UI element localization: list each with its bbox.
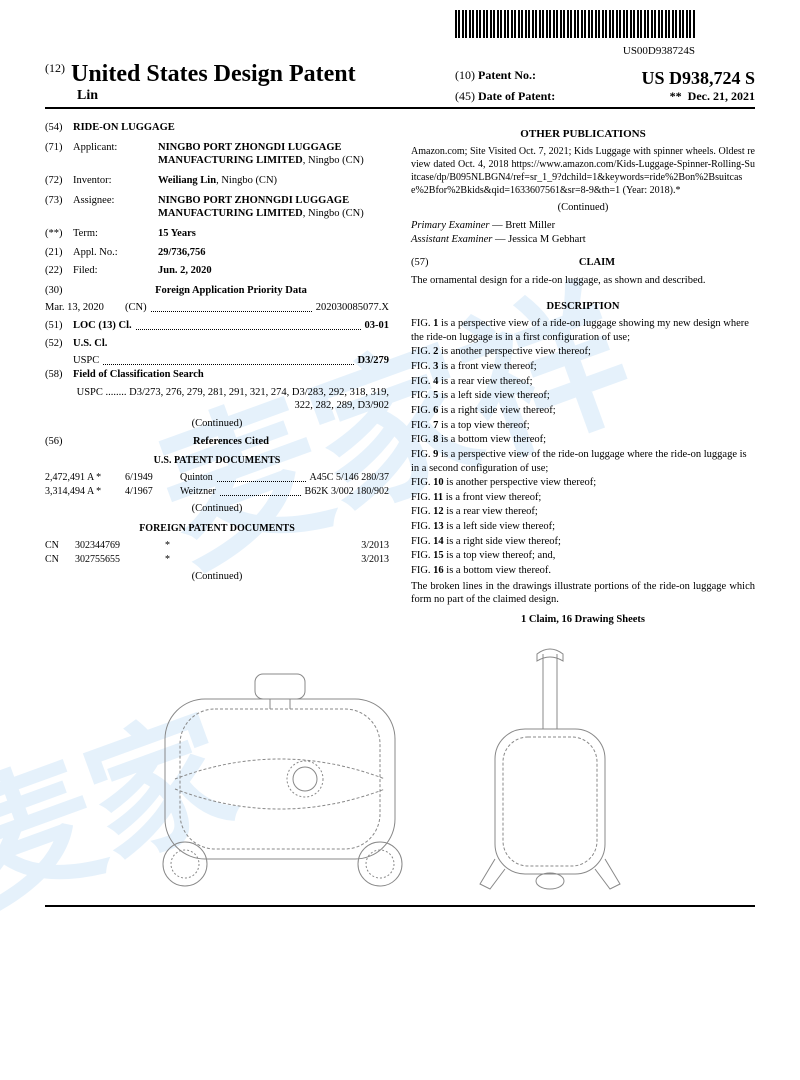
filed-date: Jun. 2, 2020 [158,264,212,278]
other-pub-head: OTHER PUBLICATIONS [411,127,755,141]
claim-head: CLAIM [579,256,615,270]
claim-code: (57) [411,256,439,270]
us-docs-head: U.S. PATENT DOCUMENTS [45,454,389,467]
foreign-docs-head: FOREIGN PATENT DOCUMENTS [45,522,389,535]
appl-code: (21) [45,246,73,260]
fig-description: FIG. 15 is a top view thereof; and, [411,549,755,563]
uspc-label: USPC [73,354,99,368]
assistant-examiner-label: Assistant Examiner [411,234,492,245]
primary-examiner: — Brett Miller [492,220,555,231]
patent-number: US D938,724 S [641,68,755,89]
broken-lines-text: The broken lines in the drawings illustr… [411,580,755,607]
inventor-last-name: Lin [45,88,356,104]
foreign-code: (30) [45,284,73,298]
claim-text: The ornamental design for a ride-on lugg… [411,274,755,288]
term-label: Term: [73,227,158,241]
inventor-label: Inventor: [73,174,158,188]
patent-date: Dec. 21, 2021 [688,89,755,103]
country-name: United States Design Patent [71,61,356,87]
term-code: (**) [45,227,73,241]
refs-cited-head: References Cited [193,435,269,449]
assignee-label: Assignee: [73,194,158,221]
fcs-uspc-text: USPC ........ D3/273, 276, 279, 281, 291… [45,386,389,413]
inventor-name: Weiliang Lin [158,175,216,186]
date-note: ** [670,89,682,103]
footer-claim: 1 Claim, 16 Drawing Sheets [411,613,755,627]
fcs-label: Field of Classification Search [73,369,204,380]
uspc-val: D3/279 [358,354,390,368]
invention-title: RIDE-ON LUGGAGE [73,121,175,135]
drawing-area [45,637,755,907]
foreign-app-num: 202030085077.X [316,301,389,315]
appl-num: 29/736,756 [158,246,206,260]
refs-code: (56) [45,435,73,449]
uscl-code: (52) [45,337,73,351]
fig-description: FIG. 10 is another perspective view ther… [411,476,755,490]
continued-2: (Continued) [45,502,389,516]
continued-1: (Continued) [45,417,389,431]
other-pub-text: Amazon.com; Site Visited Oct. 7, 2021; K… [411,145,755,197]
assistant-examiner: — Jessica M Gebhart [495,234,586,245]
header: (12) United States Design Patent Lin (10… [45,61,755,109]
fig-description: FIG. 13 is a left side view thereof; [411,520,755,534]
date-code: (45) [455,89,475,103]
inventor-loc: , Ningbo (CN) [216,175,277,186]
reference-row: 2,472,491 A *6/1949QuintonA45C 5/146 280… [45,471,389,484]
patent-drawing [45,639,755,904]
fig-description: FIG. 11 is a front view thereof; [411,491,755,505]
assignee-code: (73) [45,194,73,221]
fig-description: FIG. 6 is a right side view thereof; [411,404,755,418]
continued-3: (Continued) [45,570,389,584]
foreign-priority-head: Foreign Application Priority Data [155,284,307,298]
barcode [455,10,695,38]
fig-description: FIG. 1 is a perspective view of a ride-o… [411,317,755,344]
description-head: DESCRIPTION [411,300,755,314]
applicant-code: (71) [45,141,73,168]
primary-examiner-label: Primary Examiner [411,220,489,231]
filed-label: Filed: [73,264,158,278]
fig-description: FIG. 14 is a right side view thereof; [411,535,755,549]
loc-val: 03-01 [365,319,390,333]
header-code: (12) [45,61,65,75]
foreign-country: (CN) [125,301,147,315]
fig-description: FIG. 9 is a perspective view of the ride… [411,448,755,475]
patent-no-label: Patent No.: [478,68,536,82]
applicant-loc: , Ningbo (CN) [303,155,364,166]
applicant-label: Applicant: [73,141,158,168]
reference-row: 3,314,494 A *4/1967WeitznerB62K 3/002 18… [45,485,389,498]
fig-description: FIG. 8 is a bottom view thereof; [411,433,755,447]
loc-code: (51) [45,319,73,333]
inventor-code: (72) [45,174,73,188]
fig-description: FIG. 2 is another perspective view there… [411,345,755,359]
loc-label: LOC (13) Cl. [73,320,132,331]
appl-label: Appl. No.: [73,246,158,260]
fig-description: FIG. 7 is a top view thereof; [411,419,755,433]
patent-no-code: (10) [455,68,475,82]
assignee-loc: , Ningbo (CN) [303,208,364,219]
fig-description: FIG. 12 is a rear view thereof; [411,505,755,519]
fcs-code: (58) [45,368,73,382]
title-code: (54) [45,121,73,135]
foreign-reference-row: CN302755655*3/2013 [45,553,389,566]
barcode-number: US00D938724S [45,45,755,57]
fig-description: FIG. 4 is a rear view thereof; [411,375,755,389]
fig-description: FIG. 3 is a front view thereof; [411,360,755,374]
foreign-date: Mar. 13, 2020 [45,301,125,315]
left-column: (54) RIDE-ON LUGGAGE (71) Applicant: NIN… [45,121,389,633]
filed-code: (22) [45,264,73,278]
foreign-reference-row: CN302344769*3/2013 [45,539,389,552]
fig-description: FIG. 16 is a bottom view thereof. [411,564,755,578]
term-value: 15 Years [158,227,196,241]
right-column: OTHER PUBLICATIONS Amazon.com; Site Visi… [411,121,755,633]
date-label: Date of Patent: [478,89,555,103]
uscl-label: U.S. Cl. [73,338,107,349]
fig-description: FIG. 5 is a left side view thereof; [411,389,755,403]
continued-4: (Continued) [411,201,755,215]
